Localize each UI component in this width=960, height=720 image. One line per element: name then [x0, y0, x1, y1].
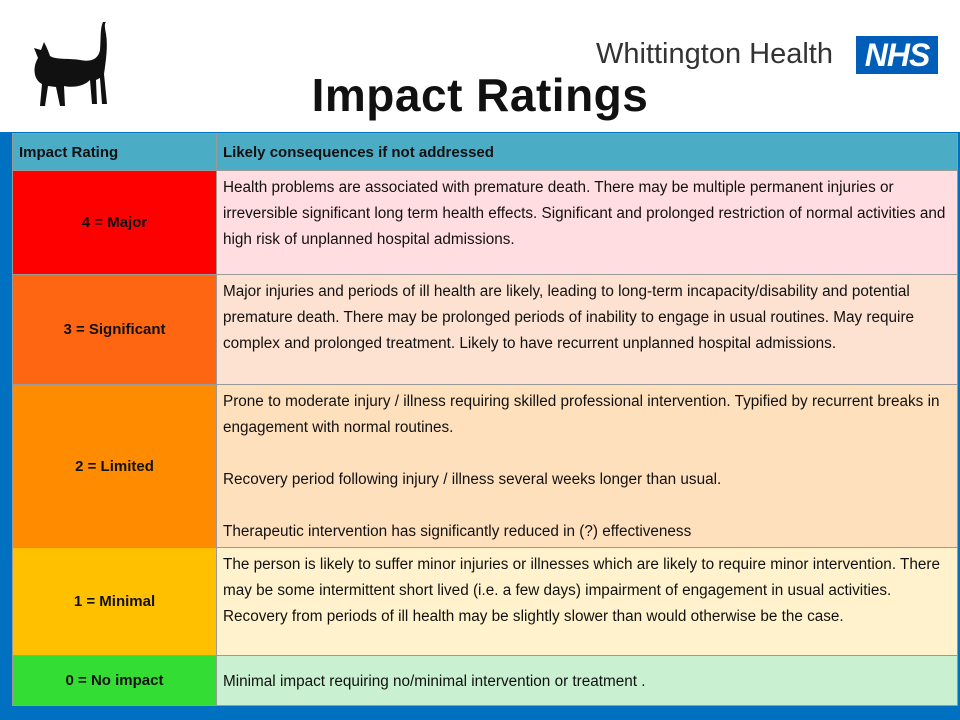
description-text: The person is likely to suffer minor inj… [223, 556, 940, 625]
table-row: 1 = Minimal The person is likely to suff… [12, 547, 958, 656]
impact-ratings-table: Impact Rating Likely consequences if not… [12, 133, 958, 706]
rating-cell: 0 = No impact [12, 655, 217, 706]
description-cell: Prone to moderate injury / illness requi… [216, 384, 958, 548]
brand-name: Whittington Health [596, 38, 833, 70]
black-cat-icon [34, 22, 107, 106]
column-header-consequences: Likely consequences if not addressed [216, 133, 958, 171]
table-row: 2 = Limited Prone to moderate injury / i… [12, 384, 958, 548]
description-text: Prone to moderate injury / illness requi… [223, 393, 940, 436]
description-cell: Health problems are associated with prem… [216, 170, 958, 275]
slide-header: Impact Ratings Whittington Health NHS [0, 0, 960, 132]
rating-cell: 2 = Limited [12, 384, 217, 548]
description-text: Major injuries and periods of ill health… [223, 283, 915, 352]
description-text: Health problems are associated with prem… [223, 179, 946, 248]
table-row: 4 = Major Health problems are associated… [12, 170, 958, 275]
column-header-rating: Impact Rating [12, 133, 217, 171]
description-cell: Major injuries and periods of ill health… [216, 274, 958, 385]
table-header-row: Impact Rating Likely consequences if not… [12, 133, 958, 171]
description-cell: Minimal impact requiring no/minimal inte… [216, 655, 958, 706]
description-text: Therapeutic intervention has significant… [223, 523, 692, 540]
rating-cell: 4 = Major [12, 170, 217, 275]
description-text: Minimal impact requiring no/minimal inte… [223, 672, 646, 690]
description-cell: The person is likely to suffer minor inj… [216, 547, 958, 656]
rating-cell: 1 = Minimal [12, 547, 217, 656]
description-text: Recovery period following injury / illne… [223, 471, 722, 488]
nhs-logo: NHS [856, 36, 938, 74]
page-title: Impact Ratings [311, 69, 649, 121]
table-row: 3 = Significant Major injuries and perio… [12, 274, 958, 385]
rating-cell: 3 = Significant [12, 274, 217, 385]
table-row: 0 = No impact Minimal impact requiring n… [12, 655, 958, 706]
